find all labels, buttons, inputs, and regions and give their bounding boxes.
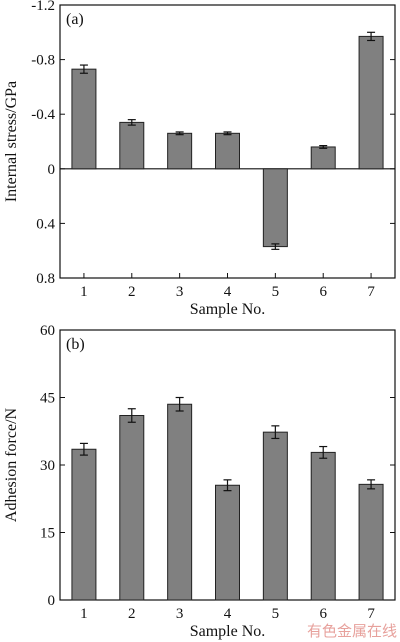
x-tick-label: 4 — [224, 606, 232, 622]
bar — [167, 132, 193, 170]
bar — [262, 168, 288, 248]
y-tick-label: 45 — [40, 391, 55, 407]
bar — [71, 68, 97, 170]
x-tick-label: 5 — [272, 284, 280, 300]
chart-panel-a: -1.2 -0.8 -0.4 0 0.4 0.8 1 2 3 4 5 6 7 (a) Sample No. I… — [3, 0, 396, 318]
x-tick-label: 7 — [367, 284, 375, 300]
x-tick-label: 7 — [367, 606, 375, 622]
bar — [262, 431, 288, 601]
x-tick-label: 6 — [319, 606, 327, 622]
y-tick-label: 0 — [48, 593, 56, 609]
bar — [358, 483, 384, 601]
bar — [215, 484, 240, 601]
y-tick-label: 0 — [48, 162, 56, 178]
x-tick-label: 2 — [128, 284, 136, 300]
x-tick-label: 1 — [80, 606, 88, 622]
bar — [167, 403, 193, 601]
watermark-text: 有色金属在线 — [307, 622, 397, 640]
y-tick-label: 30 — [40, 458, 55, 474]
y-axis-label: Internal stress/GPa — [3, 81, 20, 202]
x-tick-label: 3 — [176, 284, 184, 300]
bar — [310, 146, 336, 170]
x-axis-label: Sample No. — [190, 623, 266, 640]
panel-label: (b) — [66, 336, 85, 353]
y-tick-label: -1.2 — [31, 0, 55, 14]
bar — [215, 132, 240, 170]
y-tick-label: 0.8 — [36, 271, 55, 287]
x-tick-label: 1 — [80, 284, 88, 300]
bar — [71, 448, 97, 601]
bar — [119, 121, 145, 170]
y-tick-label: 15 — [40, 526, 55, 542]
y-tick-label: -0.8 — [31, 53, 55, 69]
x-tick-label: 6 — [319, 284, 327, 300]
y-tick-label: 60 — [40, 323, 55, 339]
bar — [358, 35, 384, 170]
x-tick-label: 2 — [128, 606, 136, 622]
x-tick-label: 4 — [224, 284, 232, 300]
x-axis-label: Sample No. — [190, 301, 266, 318]
bar — [310, 451, 336, 601]
x-tick-label: 3 — [176, 606, 184, 622]
bar — [119, 415, 145, 601]
x-tick-label: 5 — [272, 606, 280, 622]
y-tick-label: 0.4 — [36, 216, 55, 232]
panel-label: (a) — [66, 11, 84, 28]
y-axis-label: Adhesion force/N — [3, 407, 20, 522]
y-tick-label: -0.4 — [31, 107, 55, 123]
